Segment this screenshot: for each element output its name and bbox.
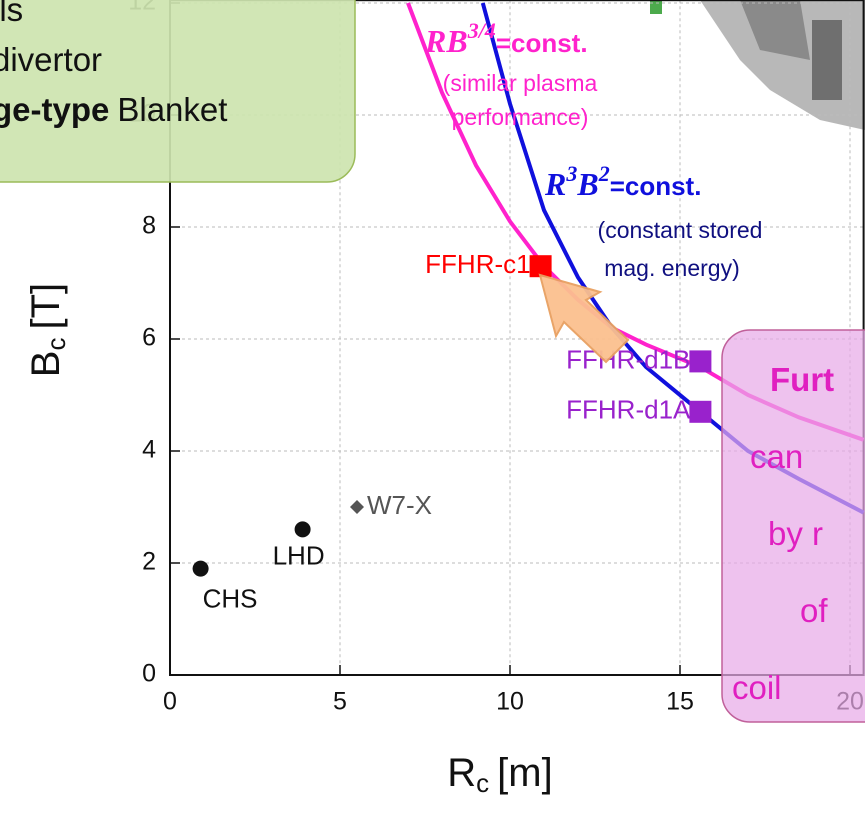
curve-note: mag. energy) bbox=[604, 255, 740, 281]
point bbox=[294, 521, 311, 538]
annotation-rest: =const. bbox=[496, 28, 588, 58]
point-label: FFHR-d1A bbox=[566, 395, 691, 425]
axis-title-sub: c bbox=[476, 768, 489, 798]
callout-text: by r bbox=[768, 515, 823, 552]
x-tick-label: 5 bbox=[333, 688, 347, 716]
curve-annotation: RB3/4=const. bbox=[424, 18, 588, 59]
callout-run: by r bbox=[768, 515, 823, 552]
axis-title-main: B bbox=[24, 350, 68, 377]
axis-title-main: R bbox=[447, 751, 476, 795]
callout-box bbox=[721, 329, 865, 723]
callout-run: coil bbox=[732, 669, 782, 706]
callout-bold: ge-type bbox=[0, 91, 109, 128]
y-tick-label: 4 bbox=[142, 436, 156, 464]
y-tick-label: 2 bbox=[142, 548, 156, 576]
axis-title: Rc [m] bbox=[447, 751, 552, 798]
callout-text: of bbox=[800, 592, 828, 629]
point-label: CHS bbox=[203, 583, 258, 613]
point-label: FFHR-c1 bbox=[425, 249, 530, 279]
math: RB bbox=[424, 23, 468, 59]
point bbox=[529, 255, 552, 278]
point bbox=[350, 500, 364, 514]
point bbox=[689, 400, 712, 423]
point-label: LHD bbox=[273, 540, 325, 570]
callout-text: Furt bbox=[770, 361, 834, 398]
callout-text: divertor bbox=[0, 41, 102, 78]
y-tick-label: 8 bbox=[142, 212, 156, 240]
point-label: W7-X bbox=[367, 490, 432, 520]
callout-run: ils bbox=[0, 0, 23, 28]
math: R bbox=[544, 166, 566, 202]
point-label: FFHR-d1B bbox=[566, 344, 690, 374]
point bbox=[689, 350, 712, 373]
callout-run: of bbox=[800, 592, 828, 629]
math-sup: 3 bbox=[565, 161, 577, 186]
annotation-rest: =const. bbox=[610, 171, 702, 201]
x-tick-label: 15 bbox=[666, 688, 694, 716]
axis-title-unit: [T] bbox=[24, 283, 68, 330]
callout-box bbox=[0, 0, 356, 183]
curve-note: (constant stored bbox=[598, 217, 763, 243]
math-sup: 3/4 bbox=[467, 18, 496, 43]
callout-run: can bbox=[750, 438, 803, 475]
curve-annotation: R3B2=const. bbox=[544, 161, 701, 202]
y-tick-label: 6 bbox=[142, 324, 156, 352]
callout-text: ils bbox=[0, 0, 23, 28]
arrow bbox=[538, 273, 630, 364]
curve-note: performance) bbox=[452, 104, 589, 130]
callout-text: can bbox=[750, 438, 803, 475]
y-tick-label: 0 bbox=[142, 660, 156, 688]
callout-run: Blanket bbox=[117, 91, 227, 128]
axis-title-sub: c bbox=[41, 337, 71, 350]
math: B bbox=[576, 166, 598, 202]
x-tick-label: 10 bbox=[496, 688, 524, 716]
device-image bbox=[650, 0, 865, 130]
x-tick-label: 0 bbox=[163, 688, 177, 716]
callout-text: ge-type Blanket bbox=[0, 91, 227, 128]
callout-text: coil bbox=[732, 669, 782, 706]
point bbox=[192, 560, 209, 577]
curve-note: (similar plasma bbox=[443, 70, 598, 96]
math-sup: 2 bbox=[598, 161, 610, 186]
callout-bold: Furt bbox=[770, 361, 834, 398]
axis-title: Bc [T] bbox=[24, 283, 71, 377]
callout-run: divertor bbox=[0, 41, 102, 78]
axis-title-unit: [m] bbox=[497, 751, 553, 795]
